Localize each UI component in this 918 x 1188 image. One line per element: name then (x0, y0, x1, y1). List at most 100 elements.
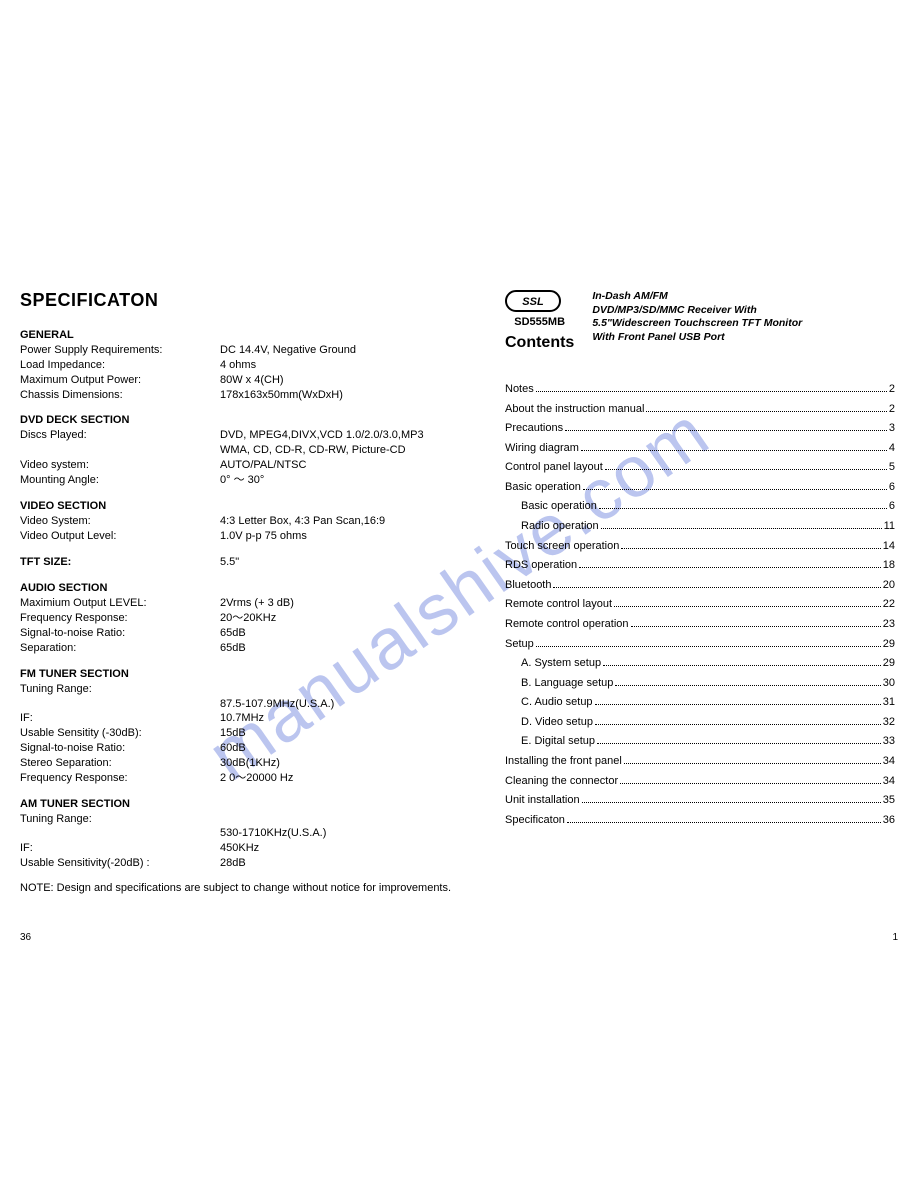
spec-label: Power Supply Requirements: (20, 343, 220, 358)
spec-row: Power Supply Requirements:DC 14.4V, Nega… (20, 343, 465, 358)
spec-label: Stereo Separation: (20, 756, 220, 771)
toc-row: Bluetooth 20 (505, 576, 895, 596)
spec-row: TFT SIZE:5.5" (20, 555, 465, 570)
toc-page: 2 (889, 400, 895, 420)
toc-page: 6 (889, 478, 895, 498)
spec-label: Separation: (20, 641, 220, 656)
toc-page: 22 (883, 595, 895, 615)
spec-row: Video Output Level:1.0V p-p 75 ohms (20, 529, 465, 544)
spec-value: AUTO/PAL/NTSC (220, 458, 465, 473)
toc-row: About the instruction manual 2 (505, 400, 895, 420)
toc-page: 20 (883, 576, 895, 596)
page-container: SPECIFICATON GENERALPower Supply Require… (0, 0, 918, 896)
toc-label: Precautions (505, 419, 563, 439)
toc-dots (621, 548, 880, 549)
contents-column: SSL SD555MB Contents In-Dash AM/FM DVD/M… (505, 290, 895, 896)
spec-row: 87.5-107.9MHz(U.S.A.) (20, 697, 465, 712)
toc-page: 31 (883, 693, 895, 713)
spec-label (20, 697, 220, 712)
toc-page: 6 (889, 497, 895, 517)
spec-row: Frequency Response:20～20KHz (20, 611, 465, 626)
toc-label: B. Language setup (521, 674, 613, 694)
spec-section-head: AUDIO SECTION (20, 582, 465, 594)
spec-value: 80W x 4(CH) (220, 373, 465, 388)
spec-value: 20～20KHz (220, 611, 465, 626)
spec-row: Load Impedance:4 ohms (20, 358, 465, 373)
spec-value: 15dB (220, 726, 465, 741)
toc-row: Radio operation 11 (505, 517, 895, 537)
toc-page: 35 (883, 791, 895, 811)
toc-row: B. Language setup30 (505, 674, 895, 694)
spec-label: IF: (20, 711, 220, 726)
toc-label: Unit installation (505, 791, 580, 811)
toc-dots (624, 763, 881, 764)
spec-section-head: VIDEO SECTION (20, 500, 465, 512)
spec-section-head: FM TUNER SECTION (20, 668, 465, 680)
spec-value: 530-1710KHz(U.S.A.) (220, 826, 465, 841)
spec-label (20, 826, 220, 841)
toc-row: Control panel layout5 (505, 458, 895, 478)
spec-label: Video System: (20, 514, 220, 529)
spec-row: Tuning Range: (20, 682, 465, 697)
spec-row: IF:10.7MHz (20, 711, 465, 726)
spec-value: 2 0～20000 Hz (220, 771, 465, 786)
toc-label: A. System setup (521, 654, 601, 674)
spec-value: 60dB (220, 741, 465, 756)
toc-dots (646, 411, 886, 412)
toc-dots (620, 783, 881, 784)
spec-sections: GENERAL Power Supply Requirements:DC 14.4… (20, 329, 465, 871)
spec-label: Maximium Output LEVEL: (20, 596, 220, 611)
spec-row: Video system:AUTO/PAL/NTSC (20, 458, 465, 473)
logo-block: SSL SD555MB Contents (505, 290, 574, 352)
toc-row: RDS operation18 (505, 556, 895, 576)
spec-row: Separation:65dB (20, 641, 465, 656)
toc-page: 11 (884, 517, 895, 537)
toc-label: Basic operation (505, 478, 581, 498)
toc-page: 3 (889, 419, 895, 439)
spec-section-head: GENERAL (20, 329, 465, 341)
toc-dots (536, 646, 881, 647)
toc-dots (583, 489, 887, 490)
toc-page: 33 (883, 732, 895, 752)
spec-label: IF: (20, 841, 220, 856)
spec-value: 0° ～ 30° (220, 473, 465, 488)
spec-label: Tuning Range: (20, 682, 220, 697)
toc-page: 2 (889, 380, 895, 400)
toc-row: D. Video setup32 (505, 713, 895, 733)
toc-label: Radio operation (521, 517, 599, 537)
toc-dots (614, 606, 881, 607)
toc-row: Cleaning the connector 34 (505, 772, 895, 792)
spec-row: Maximum Output Power:80W x 4(CH) (20, 373, 465, 388)
toc-row: Installing the front panel34 (505, 752, 895, 772)
spec-row: Mounting Angle:0° ～ 30° (20, 473, 465, 488)
toc-row: Remote control operation23 (505, 615, 895, 635)
toc-page: 4 (889, 439, 895, 459)
toc-label: Notes (505, 380, 534, 400)
toc-page: 34 (883, 772, 895, 792)
toc-row: Unit installation 35 (505, 791, 895, 811)
toc-dots (567, 822, 881, 823)
toc-label: About the instruction manual (505, 400, 644, 420)
brand-logo-icon: SSL (505, 290, 561, 312)
toc-row: A. System setup29 (505, 654, 895, 674)
spec-section-head: DVD DECK SECTION (20, 414, 465, 426)
toc-dots (553, 587, 880, 588)
toc-page: 14 (883, 537, 895, 557)
spec-label (20, 443, 220, 458)
spec-section-head: TFT SIZE: (20, 555, 220, 570)
spec-label: Video Output Level: (20, 529, 220, 544)
toc-label: Installing the front panel (505, 752, 622, 772)
spec-label: Maximum Output Power: (20, 373, 220, 388)
toc-label: Remote control operation (505, 615, 629, 635)
toc-label: Bluetooth (505, 576, 551, 596)
spec-value: 65dB (220, 641, 465, 656)
toc-label: Cleaning the connector (505, 772, 618, 792)
spec-value: 4:3 Letter Box, 4:3 Pan Scan,16:9 (220, 514, 465, 529)
table-of-contents: Notes 2 About the instruction manual 2 Preca… (505, 380, 895, 830)
toc-dots (565, 430, 887, 431)
specification-column: SPECIFICATON GENERALPower Supply Require… (20, 290, 465, 896)
spec-row: Frequency Response:2 0～20000 Hz (20, 771, 465, 786)
spec-value: 65dB (220, 626, 465, 641)
spec-section-head: AM TUNER SECTION (20, 798, 465, 810)
spec-row: Signal-to-noise Ratio:60dB (20, 741, 465, 756)
